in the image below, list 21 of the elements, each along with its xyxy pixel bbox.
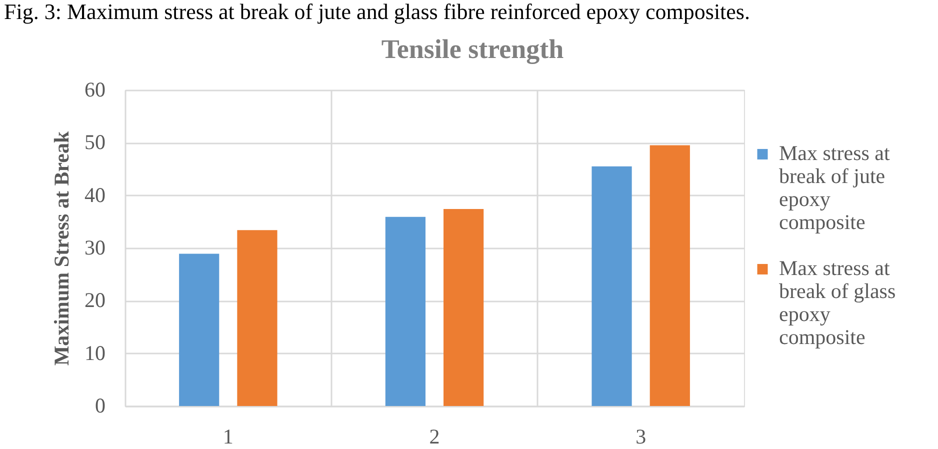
caption: Fig. 3: Maximum stress at break of jute and glass fibre reinforced epoxy composites.	[4, 0, 750, 24]
bar	[385, 216, 426, 406]
chart-title: Tensile strength	[381, 34, 564, 64]
y-tick-label: 50	[84, 130, 106, 154]
y-axis-title: Maximum Stress at Break	[50, 131, 74, 366]
y-tick-label: 60	[84, 78, 106, 102]
bar	[179, 254, 220, 406]
bar	[650, 145, 690, 406]
bar	[444, 209, 484, 406]
y-tick-label: 40	[84, 182, 106, 207]
bar	[592, 166, 632, 406]
bar	[237, 230, 278, 406]
x-tick-label: 1	[222, 424, 234, 448]
x-tick-label: 3	[636, 424, 646, 448]
legend-label: Max stress at break of glass epoxy composite	[779, 256, 896, 350]
y-tick-label: 10	[84, 340, 106, 365]
y-tick-label: 0	[95, 394, 106, 418]
y-tick-label: 30	[84, 236, 106, 260]
legend-label: Max stress at break of jute epoxy composite	[779, 141, 890, 234]
y-tick-label: 20	[84, 288, 106, 312]
x-tick-label: 2	[429, 424, 440, 448]
